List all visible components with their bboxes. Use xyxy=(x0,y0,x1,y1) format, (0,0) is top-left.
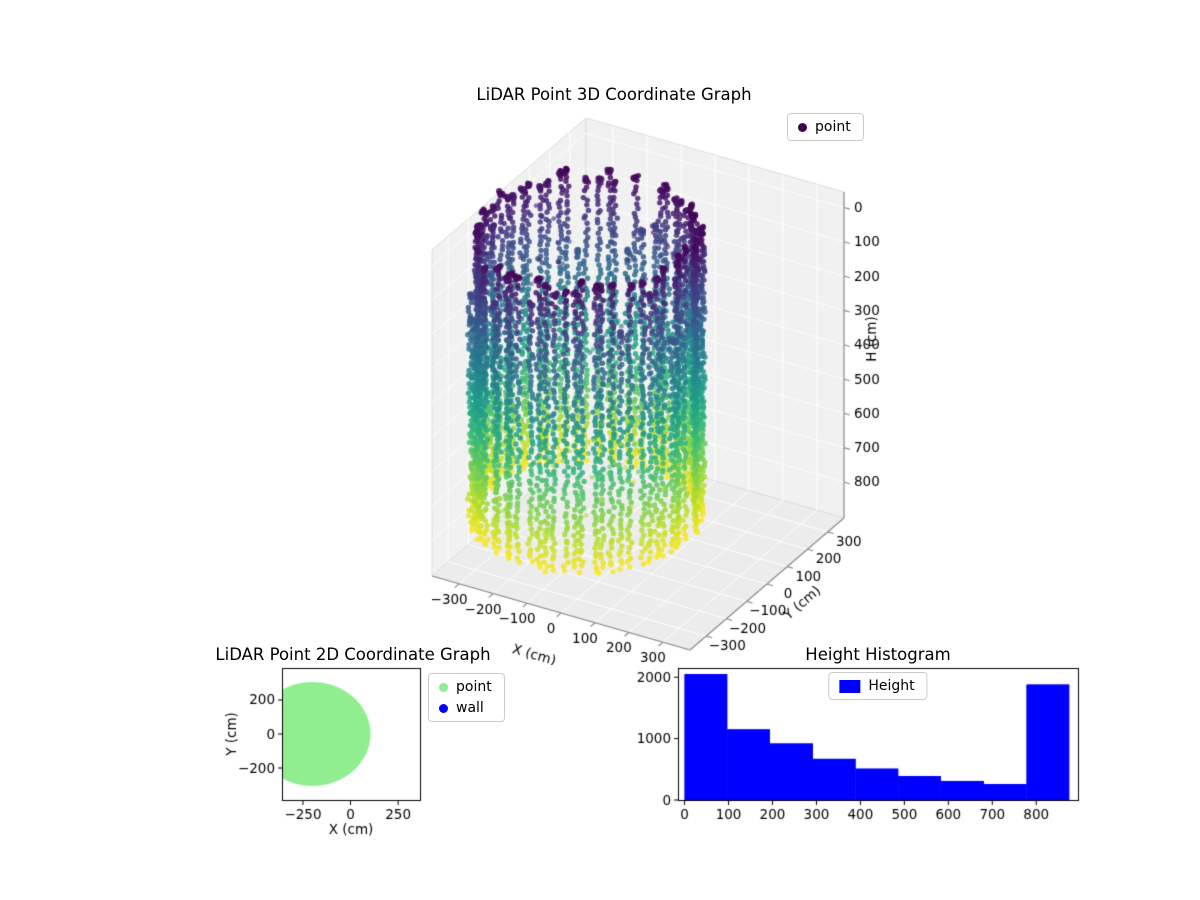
legend-label-wall: wall xyxy=(456,700,484,716)
point-marker-icon xyxy=(439,682,448,692)
legend-entry-height: Height xyxy=(839,678,915,694)
3d-chart-title: LiDAR Point 3D Coordinate Graph xyxy=(476,85,752,104)
wall-marker-icon xyxy=(439,703,448,713)
legend-label-point: point xyxy=(456,679,492,695)
histogram-legend: Height xyxy=(828,672,928,700)
3d-legend: point xyxy=(787,113,864,141)
legend-entry-point: point xyxy=(439,679,492,695)
legend-label-point: point xyxy=(815,119,851,135)
legend-entry-wall: wall xyxy=(439,700,492,716)
2d-legend: point wall xyxy=(428,673,505,722)
3d-scatter-plot-canvas xyxy=(380,95,920,665)
legend-label-height: Height xyxy=(868,678,915,694)
2d-chart-title: LiDAR Point 2D Coordinate Graph xyxy=(215,645,491,664)
2d-scatter-plot-canvas xyxy=(180,635,560,870)
histogram-title: Height Histogram xyxy=(805,645,951,664)
point-marker-icon xyxy=(798,122,807,132)
legend-entry-point: point xyxy=(798,119,851,135)
height-marker-icon xyxy=(839,679,861,693)
height-histogram-canvas xyxy=(630,635,1130,870)
